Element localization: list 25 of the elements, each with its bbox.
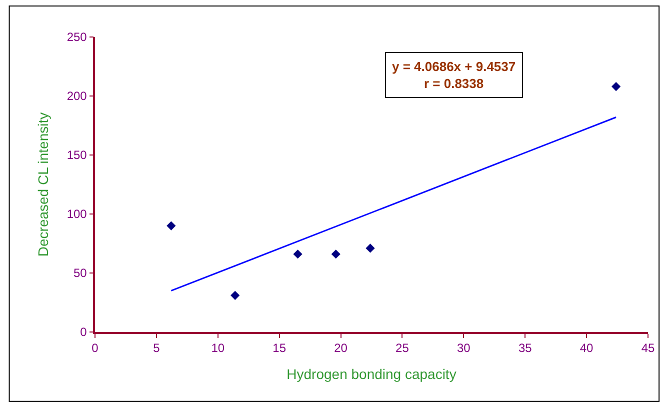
- x-tick-label: 5: [153, 341, 160, 356]
- y-tick-label: 200: [66, 89, 88, 104]
- point: [166, 221, 176, 230]
- point: [612, 82, 621, 92]
- point: [230, 290, 240, 300]
- y-tick-label: 100: [66, 207, 88, 222]
- x-tick-label: 40: [580, 341, 594, 356]
- x-tick-label: 15: [272, 341, 286, 356]
- y-tick-label: 50: [73, 266, 88, 280]
- x-tick-label: 35: [518, 341, 532, 356]
- x-tick-label: 45: [641, 341, 655, 356]
- point: [293, 250, 302, 259]
- x-axis-title: Hydrogen bonding capacity: [286, 366, 456, 382]
- x-tick-label: 30: [456, 341, 471, 356]
- y-tick-label: 0: [80, 325, 88, 340]
- y-tick-label: 150: [66, 148, 88, 162]
- point: [331, 250, 340, 259]
- annotation: y = 4.0686x + 9.4537 r = 0.8338: [392, 59, 516, 91]
- x-tick-label: 25: [396, 341, 410, 356]
- point: [366, 244, 375, 253]
- x-tick-label: 0: [92, 341, 99, 356]
- y-tick-label: 250: [66, 30, 88, 44]
- y-axis-title: Decreased CL intensity: [34, 112, 51, 257]
- x-tick-label: 20: [334, 341, 348, 356]
- x-tick-label: 10: [211, 341, 225, 356]
